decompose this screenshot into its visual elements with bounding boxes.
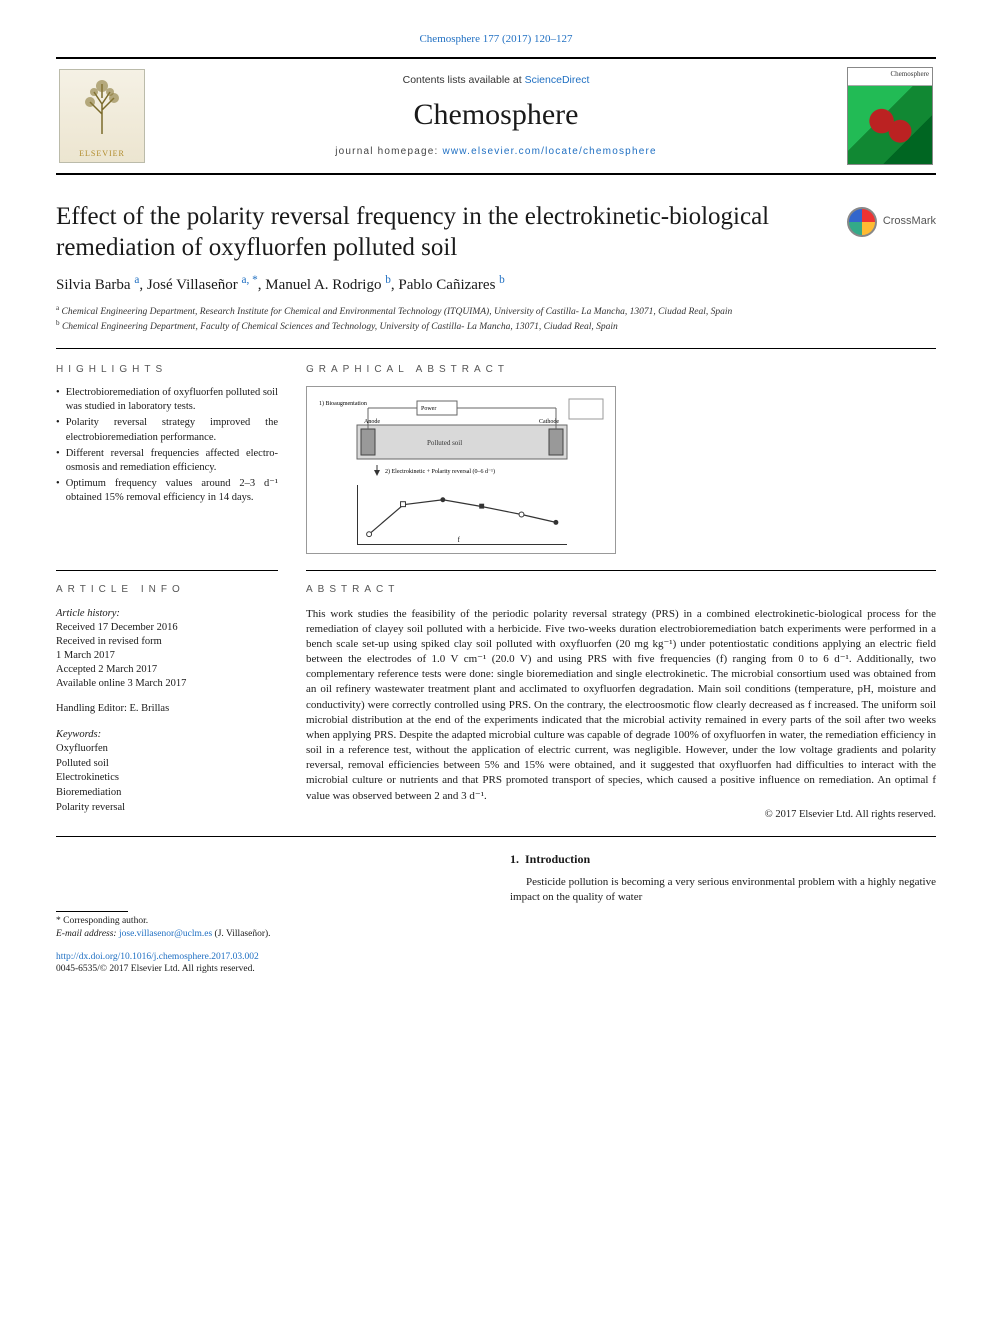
history-line: Received in revised form [56, 635, 278, 649]
doi-link[interactable]: http://dx.doi.org/10.1016/j.chemosphere.… [56, 952, 259, 962]
footnote-rule [56, 911, 128, 912]
abstract-copyright: © 2017 Elsevier Ltd. All rights reserved… [306, 808, 936, 822]
article-title: Effect of the polarity reversal frequenc… [56, 201, 833, 264]
intro-heading: 1. Introduction [510, 851, 936, 867]
email-line: E-mail address: jose.villasenor@uclm.es … [56, 928, 482, 941]
journal-name: Chemosphere [414, 95, 579, 136]
citation-link[interactable]: Chemosphere 177 (2017) 120–127 [419, 33, 572, 45]
highlight-item: Different reversal frequencies affected … [66, 447, 278, 475]
affil-link-a[interactable]: a [134, 277, 139, 293]
intro-paragraph: Pesticide pollution is becoming a very s… [510, 875, 936, 905]
journal-banner: ELSEVIER Contents lists available at Sci… [56, 57, 936, 175]
section-divider [56, 348, 936, 349]
left-divider [56, 570, 278, 571]
affiliation-b: b Chemical Engineering Department, Facul… [56, 319, 936, 334]
affiliation-a: a Chemical Engineering Department, Resea… [56, 304, 936, 319]
svg-text:1) Bioaugmentation: 1) Bioaugmentation [319, 400, 367, 407]
keyword: Polarity reversal [56, 801, 278, 816]
affil-link-b2[interactable]: b [499, 277, 505, 293]
homepage-link[interactable]: www.elsevier.com/locate/chemosphere [442, 146, 656, 157]
abstract-heading: ABSTRACT [306, 583, 936, 597]
sciencedirect-link[interactable]: ScienceDirect [525, 74, 590, 86]
highlights-list: Electrobioremediation of oxyfluorfen pol… [56, 386, 278, 505]
svg-text:Polluted soil: Polluted soil [427, 439, 462, 447]
crossmark-label: CrossMark [883, 214, 936, 229]
crossmark-icon [847, 207, 877, 237]
corresponding-author: * Corresponding author. [56, 915, 482, 928]
issn-copyright: 0045-6535/© 2017 Elsevier Ltd. All right… [56, 964, 255, 974]
affil-link-b[interactable]: b [385, 277, 391, 293]
right-divider [306, 570, 936, 571]
email-link[interactable]: jose.villasenor@uclm.es [119, 929, 212, 939]
svg-text:Anode: Anode [364, 419, 380, 425]
graphical-abstract-heading: GRAPHICAL ABSTRACT [306, 363, 936, 377]
highlights-heading: HIGHLIGHTS [56, 363, 278, 377]
history-line: Available online 3 March 2017 [56, 677, 278, 691]
email-person: (J. Villaseñor). [215, 929, 271, 939]
svg-text:2) Electrokinetic + Polarity r: 2) Electrokinetic + Polarity reversal (0… [385, 468, 495, 475]
homepage-line: journal homepage: www.elsevier.com/locat… [335, 145, 657, 159]
author-list: Silvia Barba a, José Villaseñor a, *, Ma… [56, 273, 936, 295]
cover-image [848, 86, 932, 164]
publisher-logo: ELSEVIER [56, 65, 148, 167]
highlight-item: Electrobioremediation of oxyfluorfen pol… [66, 386, 278, 414]
history-line: Received 17 December 2016 [56, 621, 278, 635]
keyword: Oxyfluorfen [56, 742, 278, 757]
history-label: Article history: [56, 607, 278, 621]
graphical-abstract-figure: Polluted soil Power Anode Cathode 1) Bio… [306, 386, 616, 554]
history-line: 1 March 2017 [56, 649, 278, 663]
ga-mini-chart: f [357, 485, 567, 545]
history-line: Accepted 2 March 2017 [56, 663, 278, 677]
top-citation: Chemosphere 177 (2017) 120–127 [56, 32, 936, 47]
homepage-label: journal homepage: [335, 146, 442, 157]
cover-title: Chemosphere [848, 68, 932, 86]
highlight-item: Polarity reversal strategy improved the … [66, 416, 278, 444]
contents-line: Contents lists available at ScienceDirec… [403, 73, 590, 87]
handling-editor: Handling Editor: E. Brillas [56, 702, 278, 716]
journal-cover: Chemosphere [844, 65, 936, 167]
keyword: Bioremediation [56, 786, 278, 801]
article-info-heading: ARTICLE INFO [56, 583, 278, 597]
svg-text:Cathode: Cathode [539, 419, 559, 425]
publisher-name: ELSEVIER [79, 149, 125, 160]
crossmark-badge[interactable]: CrossMark [847, 207, 936, 237]
svg-text:Power: Power [421, 406, 436, 412]
abstract-text: This work studies the feasibility of the… [306, 607, 936, 804]
highlight-item: Optimum frequency values around 2–3 d⁻¹ … [66, 477, 278, 505]
keywords-label: Keywords: [56, 728, 278, 742]
section-divider-bottom [56, 836, 936, 837]
keywords-list: Oxyfluorfen Polluted soil Electrokinetic… [56, 742, 278, 815]
keyword: Polluted soil [56, 757, 278, 772]
svg-text:f: f [458, 537, 461, 544]
affil-link-a-corr[interactable]: a, * [241, 277, 257, 293]
keyword: Electrokinetics [56, 771, 278, 786]
elsevier-tree-icon: ELSEVIER [59, 69, 145, 163]
contents-label: Contents lists available at [403, 74, 525, 86]
